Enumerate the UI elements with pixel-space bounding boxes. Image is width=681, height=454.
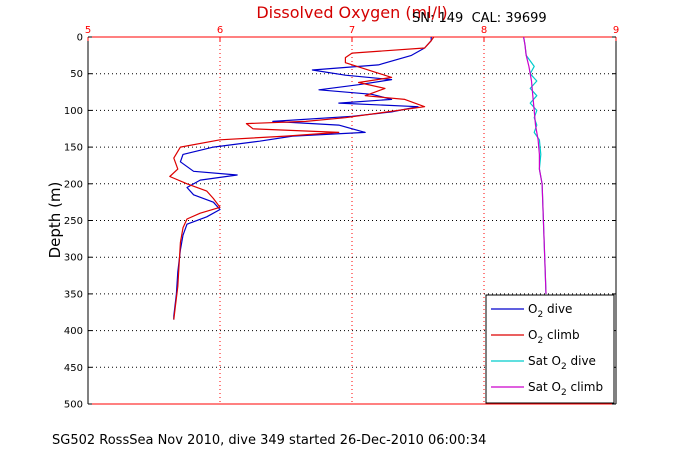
series-line-2 — [169, 36, 435, 320]
y-tick-label: 250 — [64, 216, 83, 227]
y-tick-label: 300 — [64, 253, 83, 264]
legend-label: Sat O2 climb — [528, 380, 603, 398]
series-line-4 — [523, 36, 547, 294]
y-tick-label: 400 — [64, 326, 83, 337]
y-axis-label: Depth (m) — [46, 182, 64, 259]
legend-label: O2 climb — [528, 328, 580, 346]
chart-title: Dissolved Oxygen (ml/l) — [256, 3, 447, 22]
x-tick-label: 6 — [217, 25, 223, 36]
y-tick-label: 350 — [64, 289, 83, 300]
x-tick-label: 7 — [349, 25, 355, 36]
legend-box — [485, 294, 615, 404]
y-tick-label: 150 — [64, 143, 83, 154]
y-tick-label: 500 — [64, 400, 83, 411]
x-tick-label: 9 — [613, 25, 619, 36]
y-tick-label: 50 — [70, 69, 83, 80]
x-tick-label: 5 — [85, 25, 91, 36]
legend-label: O2 dive — [528, 302, 572, 320]
chart-subtitle: SN: 149 CAL: 39699 — [412, 11, 547, 26]
legend: O2 dive O2 climb Sat O2 dive Sat O2 climb — [485, 294, 615, 404]
y-tick-label: 450 — [64, 363, 83, 374]
x-tick-label: 8 — [481, 25, 487, 36]
chart-caption: SG502 RossSea Nov 2010, dive 349 started… — [52, 433, 486, 448]
y-tick-label: 200 — [64, 179, 83, 190]
y-tick-label: 100 — [64, 106, 83, 117]
legend-label: Sat O2 dive — [528, 354, 596, 372]
y-tick-label: 0 — [77, 33, 83, 44]
